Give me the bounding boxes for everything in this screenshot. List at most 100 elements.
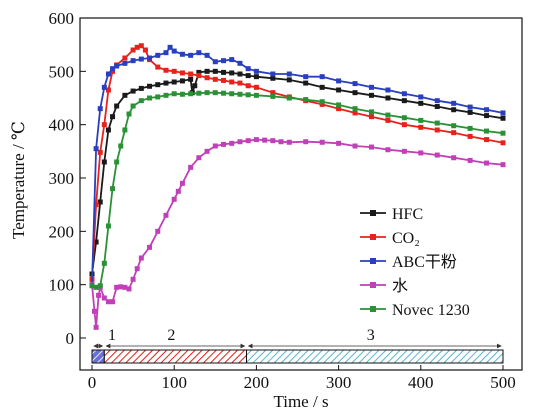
data-point [352,110,358,116]
axes-layer: 0 100 200 300 400 500 600 0 100 200 300 400 500 [49,9,516,392]
legend-swatch-marker [370,210,376,216]
data-point [434,127,440,133]
data-point [229,140,235,146]
data-point [368,144,374,150]
data-point [138,85,144,91]
y-axis-title: Temperature / ℃ [9,121,28,239]
data-point [163,92,169,98]
data-point [105,223,111,229]
data-point [336,78,342,84]
data-point [171,79,177,85]
data-point [171,68,177,74]
legend-item: CO₂ [360,230,420,247]
data-point [352,90,358,96]
data-point [93,284,99,290]
data-point [229,70,235,76]
data-point [434,120,440,126]
data-point [93,239,99,245]
data-point [163,80,169,86]
data-point [270,90,276,96]
data-point [303,80,309,86]
data-point [204,90,210,96]
data-point [451,100,457,106]
data-point [179,91,185,97]
data-point [179,70,185,76]
data-point [179,51,185,57]
data-point [114,63,120,69]
data-point [253,74,259,80]
phase-2-band [103,349,248,364]
data-point [93,324,99,330]
data-point [467,109,473,115]
series-3 [89,137,506,330]
data-point [286,71,292,77]
x-tick-label: 300 [326,373,352,392]
legend-label: ABC干粉 [392,253,457,271]
data-point [237,139,243,145]
data-point [484,160,490,166]
data-point [130,47,136,53]
data-point [101,295,107,301]
data-point [237,60,243,66]
data-point [110,68,116,74]
data-point [105,71,111,77]
data-point [96,292,102,298]
data-point [245,138,251,144]
data-point [105,127,111,133]
series-1 [89,43,506,282]
data-point [253,84,259,90]
x-axis-title: Time / s [273,392,328,411]
data-point [385,95,391,101]
data-point [319,74,325,80]
data-point [319,101,325,107]
data-point [221,58,227,64]
legend-item: ABC干粉 [360,253,457,271]
legend-swatch-marker [370,306,376,312]
data-point [270,138,276,144]
data-point [122,284,128,290]
series-line [91,138,504,329]
data-point [188,71,194,77]
data-point [155,94,161,100]
data-point [303,74,309,80]
data-point [401,91,407,97]
data-point [89,283,95,289]
data-point [171,196,177,202]
data-point [303,97,309,103]
data-point [336,106,342,112]
data-point [97,283,103,289]
data-point [155,52,161,58]
data-point [401,115,407,121]
data-point [101,159,107,165]
data-point [147,83,153,89]
data-point [101,84,107,90]
data-point [105,299,111,305]
data-point [237,80,243,86]
data-point [352,143,358,149]
data-point [155,64,161,70]
data-point [130,58,136,64]
data-point [336,87,342,93]
data-point [101,260,107,266]
data-point [138,98,144,104]
data-point [212,76,218,82]
data-point [167,44,173,50]
data-point [204,148,210,154]
data-point [122,92,128,98]
data-point [188,76,194,82]
data-point [253,92,259,98]
data-point [101,122,107,128]
y-tick-label: 200 [49,222,75,241]
data-point [245,73,251,79]
phase-3-band [246,349,504,364]
data-point [196,90,202,96]
data-point [105,87,111,93]
series-4 [89,90,506,290]
data-point [418,124,424,130]
data-point [114,159,120,165]
data-point [352,81,358,87]
x-tick-label: 100 [161,373,187,392]
data-point [110,66,116,72]
data-point [212,59,218,65]
data-point [147,95,153,101]
